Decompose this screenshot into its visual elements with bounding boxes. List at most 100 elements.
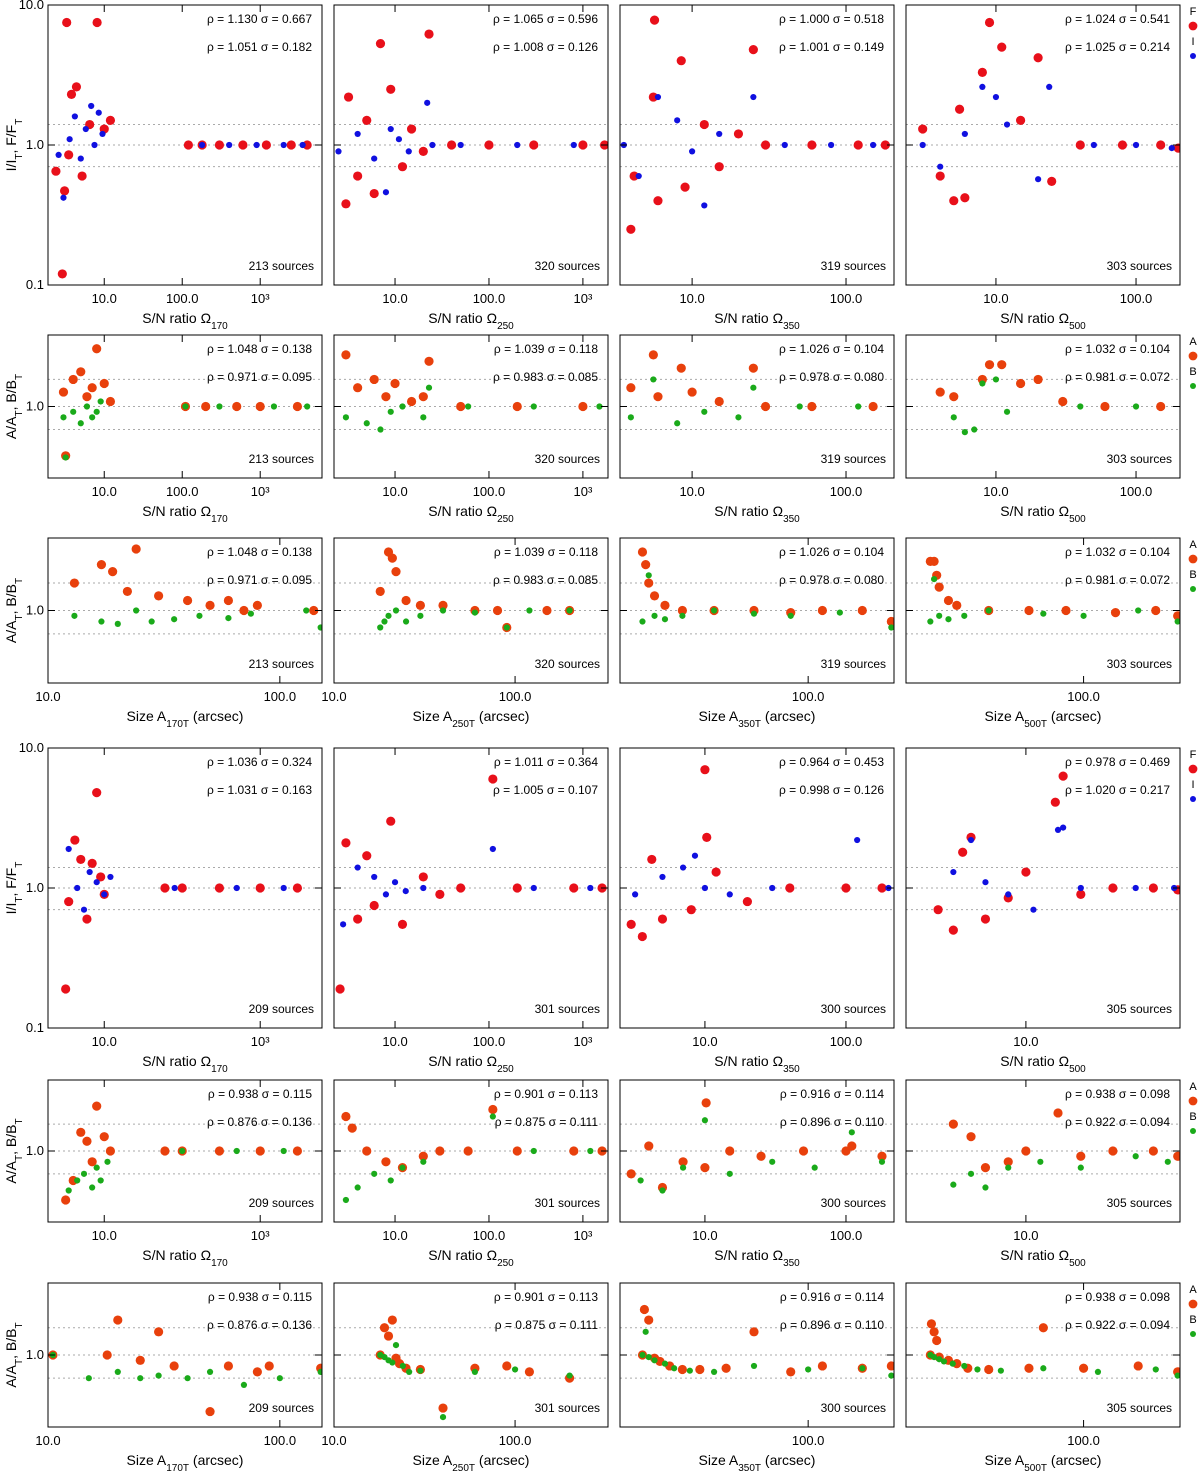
point bbox=[639, 618, 646, 625]
panel: 10.0 100.0 ρ = 0.964 σ = 0.453 ρ = 0.998 σ … bbox=[619, 747, 895, 1075]
x-tick-label: 10³ bbox=[574, 484, 593, 499]
point bbox=[74, 1177, 81, 1184]
source-count: 319 sources bbox=[821, 657, 886, 671]
point bbox=[931, 576, 938, 583]
point bbox=[261, 140, 271, 150]
statistics: ρ = 0.978 σ = 0.080 bbox=[779, 573, 884, 587]
point bbox=[489, 845, 496, 853]
point bbox=[935, 387, 945, 397]
point bbox=[948, 1119, 958, 1129]
point bbox=[484, 140, 494, 150]
point bbox=[401, 595, 411, 606]
statistics: ρ = 1.026 σ = 0.104 bbox=[779, 342, 884, 356]
point bbox=[93, 408, 100, 415]
x-tick-label: 100.0 bbox=[473, 1034, 506, 1049]
point bbox=[171, 884, 178, 892]
point bbox=[726, 1170, 733, 1177]
statistics: ρ = 1.005 σ = 0.107 bbox=[493, 783, 598, 797]
point bbox=[798, 1146, 809, 1156]
panel: 10.0 100.0 ρ = 1.032 σ = 0.104 ρ = 0.981 σ … bbox=[905, 334, 1198, 525]
point bbox=[1173, 611, 1180, 621]
point bbox=[980, 1163, 991, 1173]
y-axis-label: A/AT, B/BT bbox=[3, 1322, 25, 1387]
point bbox=[122, 586, 132, 597]
panel: 10.0 10³ 0.1 1.0 10.0 ρ = 1.036 σ = 0.324 ρ = … bbox=[3, 740, 323, 1075]
point bbox=[399, 1164, 406, 1171]
x-tick-label: 10.0 bbox=[321, 689, 346, 704]
point bbox=[154, 591, 164, 601]
legend-swatch bbox=[1190, 586, 1196, 592]
panel: 10.0 100.0 ρ = 1.026 σ = 0.104 ρ = 0.978 σ … bbox=[619, 334, 895, 525]
x-tick-label: 100.0 bbox=[830, 291, 863, 306]
point bbox=[387, 553, 397, 563]
point bbox=[700, 1163, 710, 1173]
point bbox=[69, 578, 80, 588]
point bbox=[317, 1368, 322, 1375]
point bbox=[353, 914, 363, 924]
point bbox=[201, 401, 211, 412]
point bbox=[397, 919, 408, 929]
point bbox=[1050, 797, 1060, 807]
point bbox=[382, 891, 390, 898]
point bbox=[1168, 145, 1175, 152]
label-part: 250 bbox=[497, 321, 514, 332]
point bbox=[997, 360, 1007, 370]
point bbox=[456, 883, 466, 893]
point bbox=[514, 141, 521, 149]
point bbox=[750, 384, 757, 391]
point bbox=[1016, 378, 1026, 389]
point bbox=[342, 414, 350, 421]
panel: 100.0 ρ = 0.938 σ = 0.098 ρ = 0.922 σ = 0.… bbox=[905, 1282, 1198, 1471]
point bbox=[93, 879, 100, 886]
point bbox=[114, 620, 121, 627]
label-part: 250T bbox=[452, 719, 475, 730]
point bbox=[1053, 1108, 1063, 1118]
source-count: 300 sources bbox=[821, 1196, 886, 1210]
legend-label: I bbox=[1191, 779, 1194, 791]
point bbox=[255, 401, 265, 412]
point bbox=[940, 1358, 948, 1365]
point bbox=[641, 560, 651, 570]
panel: 10.0 100.0 ρ = 0.901 σ = 0.113 ρ = 0.875 σ … bbox=[321, 1282, 609, 1471]
points bbox=[925, 1319, 1180, 1379]
x-tick-label: 10.0 bbox=[92, 1228, 117, 1243]
point bbox=[931, 1353, 938, 1361]
point bbox=[375, 39, 386, 49]
point bbox=[674, 117, 681, 124]
point bbox=[635, 172, 642, 180]
point bbox=[1133, 1361, 1143, 1371]
point bbox=[420, 884, 427, 892]
x-axis-label: S/N ratio Ω250 bbox=[428, 1053, 514, 1075]
point bbox=[929, 1327, 939, 1337]
label-part: (arcsec) bbox=[475, 1452, 529, 1468]
point bbox=[74, 884, 81, 892]
panel: 10.0 100.0 10³ 1.0 ρ = 1.048 σ = 0.138 ρ = 0.… bbox=[3, 334, 323, 525]
x-tick-label: 10.0 bbox=[382, 291, 407, 306]
point bbox=[107, 873, 114, 881]
point bbox=[530, 403, 537, 410]
y-tick-label: 1.0 bbox=[26, 137, 44, 152]
point bbox=[651, 612, 658, 619]
point bbox=[676, 56, 686, 66]
point bbox=[205, 600, 215, 610]
point bbox=[639, 1351, 646, 1359]
statistics: ρ = 1.048 σ = 0.138 bbox=[207, 545, 312, 559]
label-part: T bbox=[14, 154, 25, 160]
point bbox=[637, 1177, 644, 1184]
point bbox=[264, 1361, 274, 1371]
point bbox=[647, 854, 657, 865]
statistics: ρ = 0.876 σ = 0.136 bbox=[207, 1318, 312, 1332]
point bbox=[57, 269, 67, 279]
label-part: , B/B bbox=[3, 584, 19, 614]
point bbox=[1016, 115, 1026, 125]
point bbox=[651, 1357, 658, 1364]
point bbox=[950, 414, 957, 421]
x-tick-label: 10.0 bbox=[92, 1034, 117, 1049]
point bbox=[386, 84, 396, 94]
label-part: T bbox=[14, 1118, 25, 1124]
point bbox=[92, 344, 102, 354]
point bbox=[390, 378, 400, 389]
point bbox=[83, 403, 91, 410]
x-axis-label: S/N ratio Ω350 bbox=[714, 1053, 800, 1075]
label-part: A/A bbox=[3, 416, 19, 439]
